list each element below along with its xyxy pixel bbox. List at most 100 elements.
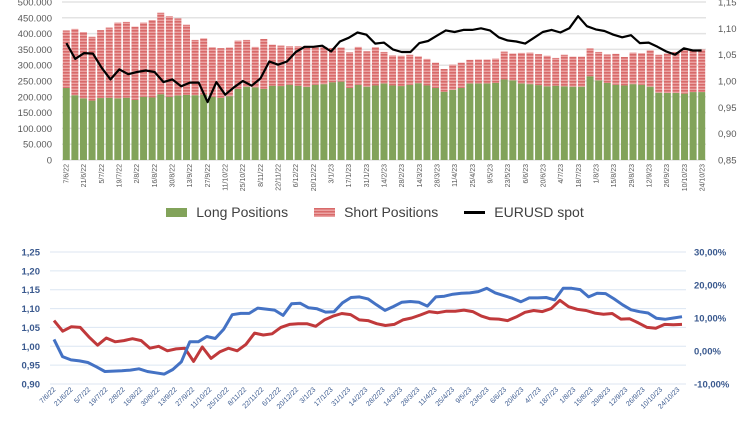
long-bar bbox=[140, 96, 148, 160]
top-x-tick: 23/5/23 bbox=[505, 164, 512, 187]
short-bar bbox=[328, 48, 336, 83]
short-bar bbox=[79, 32, 87, 99]
long-bar bbox=[389, 85, 397, 160]
short-bar bbox=[363, 51, 371, 87]
short-bar bbox=[432, 62, 440, 88]
short-bar bbox=[586, 48, 594, 77]
short-bar bbox=[672, 51, 680, 94]
short-bar bbox=[62, 30, 70, 88]
top-x-tick: 20/12/22 bbox=[311, 164, 318, 191]
long-bar bbox=[183, 94, 190, 160]
top-x-tick: 31/1/23 bbox=[364, 164, 371, 187]
short-bar bbox=[457, 62, 465, 88]
bottom-y-tick: 1,15 bbox=[22, 285, 41, 296]
top-y2-tick: 0,90 bbox=[718, 129, 737, 140]
long-bar bbox=[474, 83, 482, 160]
short-bar bbox=[157, 12, 165, 95]
bottom-y-axis-right: -10,00% 0,00% 10,00% 20,00% 30,00% bbox=[694, 248, 730, 391]
short-bar bbox=[406, 54, 414, 85]
bottom-y-axis-left: 0,90 0,95 1,00 1,05 1,10 1,15 1,20 1,25 bbox=[22, 248, 41, 391]
short-bar bbox=[655, 54, 663, 93]
long-bar bbox=[681, 93, 689, 160]
long-bar bbox=[320, 84, 328, 160]
long-bar bbox=[543, 86, 551, 160]
top-y2-tick: 1,05 bbox=[718, 50, 737, 61]
short-bar bbox=[629, 52, 637, 85]
long-bar bbox=[148, 97, 156, 160]
long-bar bbox=[157, 94, 165, 160]
legend-long-label: Long Positions bbox=[196, 204, 289, 220]
top-x-tick: 20/6/23 bbox=[541, 164, 548, 187]
short-bar bbox=[603, 54, 611, 83]
bottom-y-tick: 1,10 bbox=[22, 304, 41, 315]
long-bar bbox=[397, 86, 405, 160]
long-bar bbox=[638, 84, 646, 160]
legend-short: Short Positions bbox=[314, 204, 438, 220]
short-bar bbox=[260, 38, 268, 89]
legend-spot: EURUSD spot bbox=[464, 204, 584, 220]
long-bar bbox=[526, 84, 534, 160]
top-y-tick: 350.000 bbox=[18, 45, 52, 56]
bottom-y-tick: 1,20 bbox=[22, 266, 41, 277]
long-bar bbox=[423, 85, 431, 160]
top-x-tick: 25/10/22 bbox=[240, 164, 247, 191]
short-bar bbox=[449, 64, 457, 90]
short-bar bbox=[483, 59, 491, 84]
long-bar bbox=[79, 98, 87, 160]
top-x-tick: 9/5/23 bbox=[488, 164, 495, 184]
top-y-tick: 200.000 bbox=[18, 92, 52, 103]
short-bar bbox=[114, 22, 122, 99]
short-bar bbox=[337, 47, 345, 82]
top-x-tick: 19/7/22 bbox=[117, 164, 124, 187]
top-y-tick: 0 bbox=[47, 156, 52, 167]
bottom-x-axis: 7/6/2221/6/225/7/2219/7/222/8/2216/8/223… bbox=[39, 386, 682, 410]
short-bar bbox=[277, 45, 285, 87]
top-x-tick: 11/10/22 bbox=[223, 164, 230, 191]
long-bar bbox=[552, 85, 560, 160]
long-bar bbox=[586, 76, 594, 160]
spot-line-red bbox=[52, 298, 683, 363]
top-y2-tick: 0,95 bbox=[718, 103, 737, 114]
long-bar bbox=[414, 83, 422, 160]
short-bar bbox=[200, 38, 208, 95]
short-bar bbox=[165, 16, 173, 97]
bottom-gridlines bbox=[50, 251, 686, 385]
bottom-lines bbox=[52, 286, 683, 376]
short-bar bbox=[492, 58, 500, 83]
long-bar bbox=[294, 85, 302, 160]
short-bar bbox=[500, 51, 508, 80]
long-bar bbox=[165, 96, 173, 160]
short-bar bbox=[122, 21, 130, 98]
long-bar bbox=[225, 96, 233, 160]
short-bar bbox=[354, 46, 362, 85]
top-y2-tick: 1,15 bbox=[718, 0, 737, 9]
short-bar bbox=[560, 54, 568, 87]
top-x-tick: 13/9/22 bbox=[187, 164, 194, 187]
short-bar bbox=[88, 36, 96, 101]
top-x-tick: 10/10/23 bbox=[682, 164, 689, 191]
long-bar bbox=[337, 81, 345, 160]
bottom-y-tick: 0,95 bbox=[22, 361, 41, 372]
long-bar bbox=[569, 86, 577, 160]
long-bar bbox=[672, 93, 680, 160]
long-bar bbox=[535, 85, 543, 160]
top-x-tick: 22/11/22 bbox=[276, 164, 283, 191]
long-bar bbox=[191, 95, 199, 160]
top-x-tick: 8/11/22 bbox=[258, 164, 265, 187]
short-bar bbox=[440, 68, 448, 92]
top-x-tick: 29/8/23 bbox=[629, 164, 636, 187]
bottom-x-tick: 18/7/23 bbox=[539, 386, 561, 408]
long-bar bbox=[268, 85, 276, 160]
top-y-tick: 450.000 bbox=[18, 13, 52, 24]
long-bar bbox=[303, 87, 311, 160]
top-y-tick: 400.000 bbox=[18, 29, 52, 40]
long-bar bbox=[346, 87, 354, 160]
legend-short-swatch bbox=[314, 207, 336, 217]
top-x-tick: 5/7/22 bbox=[99, 164, 106, 184]
long-bar bbox=[328, 82, 336, 160]
long-bar bbox=[217, 97, 225, 160]
short-bar bbox=[526, 52, 534, 85]
long-bar bbox=[663, 93, 671, 160]
long-bar bbox=[311, 84, 319, 160]
long-bar bbox=[131, 99, 139, 160]
